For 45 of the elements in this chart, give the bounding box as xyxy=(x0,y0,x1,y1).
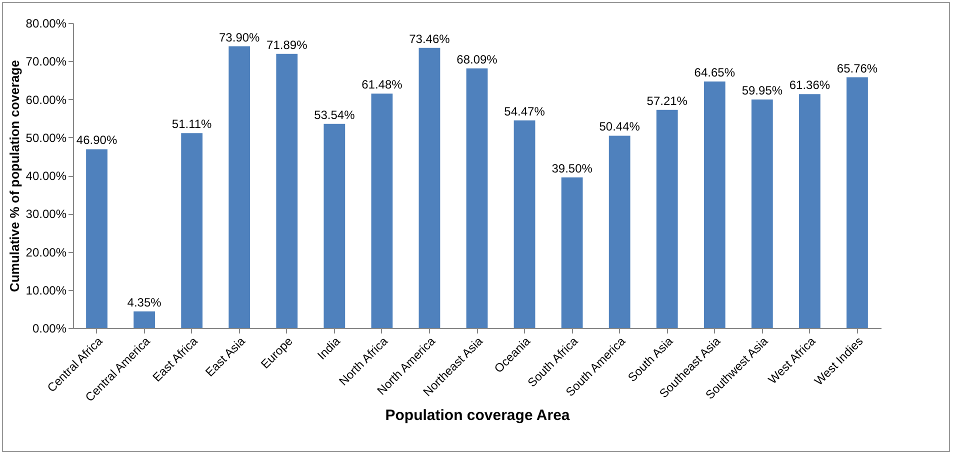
data-label: 59.95% xyxy=(742,83,783,98)
bar xyxy=(846,77,868,328)
y-tick-label: 10.00% xyxy=(26,283,67,298)
bar xyxy=(799,94,820,328)
bar xyxy=(371,94,393,328)
bar xyxy=(324,124,346,328)
data-label: 54.47% xyxy=(504,104,546,118)
data-label: 61.48% xyxy=(362,78,403,92)
data-label: 64.65% xyxy=(694,66,736,80)
data-label: 71.89% xyxy=(266,38,308,52)
bar xyxy=(514,120,536,328)
y-tick-label: 80.00% xyxy=(26,16,67,30)
y-tick-label: 20.00% xyxy=(26,245,67,260)
data-label: 61.36% xyxy=(789,78,830,92)
bar xyxy=(228,46,250,328)
y-tick-label: 60.00% xyxy=(26,92,67,107)
data-label: 39.50% xyxy=(552,161,593,176)
y-tick-label: 0.00% xyxy=(32,322,67,336)
data-label: 51.11% xyxy=(172,117,212,132)
bar xyxy=(86,149,108,328)
bar xyxy=(466,68,488,328)
bar xyxy=(134,311,155,328)
data-label: 73.90% xyxy=(219,30,260,44)
bar xyxy=(181,133,203,328)
y-tick-label: 30.00% xyxy=(26,207,67,222)
bar xyxy=(276,54,298,328)
bar xyxy=(656,110,678,328)
y-tick-label: 70.00% xyxy=(26,54,67,69)
y-tick-label: 40.00% xyxy=(26,169,67,183)
data-label: 73.46% xyxy=(409,32,450,46)
bar xyxy=(418,48,440,328)
data-label: 53.54% xyxy=(314,108,356,122)
data-label: 4.35% xyxy=(127,295,162,310)
data-label: 68.09% xyxy=(456,52,498,66)
y-tick-label: 50.00% xyxy=(26,130,67,145)
data-label: 50.44% xyxy=(599,120,640,134)
y-axis-title: Cumulative % of population coverage xyxy=(6,60,22,292)
bar xyxy=(608,136,630,328)
data-label: 57.21% xyxy=(646,94,688,108)
bar xyxy=(751,99,773,328)
x-axis-title: Population coverage Area xyxy=(385,407,570,424)
bar xyxy=(704,82,726,328)
data-label: 65.76% xyxy=(836,61,878,76)
data-label: 46.90% xyxy=(76,133,118,148)
bar xyxy=(561,177,583,328)
